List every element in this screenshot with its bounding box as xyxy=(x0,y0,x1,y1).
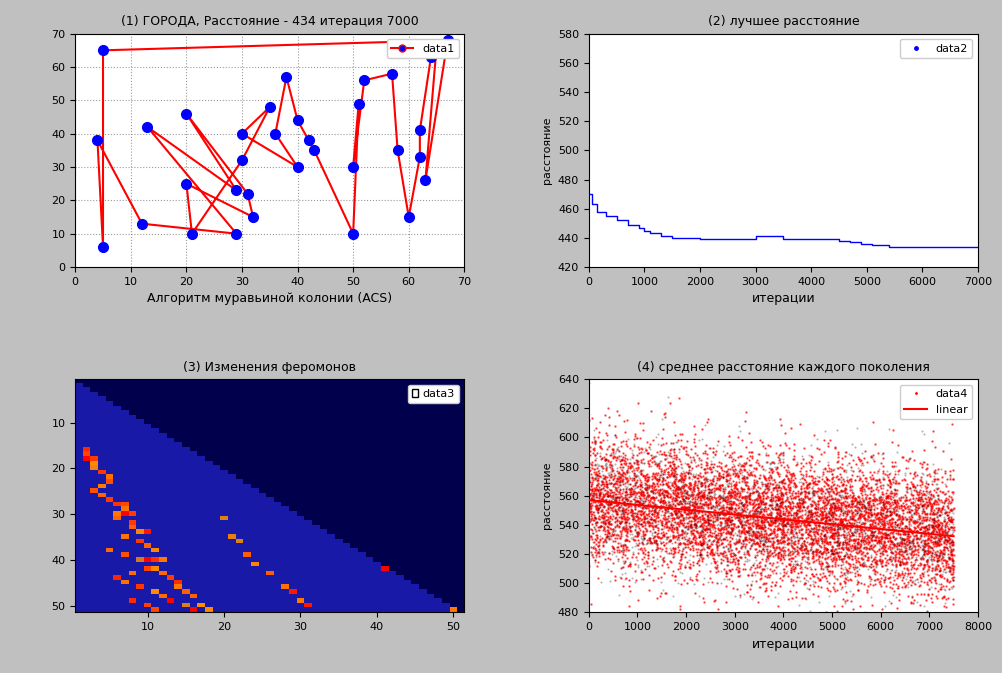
data1 xyxy=(430,43,442,51)
data1 xyxy=(441,36,453,44)
data1 xyxy=(292,116,304,125)
data1 xyxy=(292,163,304,171)
Y-axis label: расстояние: расстояние xyxy=(542,462,552,530)
data1 xyxy=(270,130,282,138)
data1 xyxy=(347,229,359,238)
data1 xyxy=(97,46,109,55)
data1 xyxy=(235,130,247,138)
Y-axis label: расстояние: расстояние xyxy=(542,116,552,184)
data1 xyxy=(391,146,403,154)
data1 xyxy=(414,153,426,161)
X-axis label: итерации: итерации xyxy=(750,638,815,651)
data1 xyxy=(403,213,415,221)
X-axis label: итерации: итерации xyxy=(750,292,815,306)
data1 xyxy=(97,46,109,55)
Title: (1) ГОРОДА, Расстояние - 434 итерация 7000: (1) ГОРОДА, Расстояние - 434 итерация 70… xyxy=(121,15,418,28)
data1 xyxy=(425,53,437,61)
data1 xyxy=(230,229,242,238)
data1 xyxy=(235,156,247,164)
data1 xyxy=(230,186,242,194)
data1 xyxy=(308,146,320,154)
data1 xyxy=(419,176,431,184)
data1 xyxy=(353,100,365,108)
data1 xyxy=(358,76,370,84)
Legend: data4, linear: data4, linear xyxy=(899,384,971,419)
data1 xyxy=(185,229,197,238)
Legend: data1: data1 xyxy=(386,39,458,58)
data1 xyxy=(347,163,359,171)
data1 xyxy=(303,137,315,145)
data1 xyxy=(281,73,293,81)
data1 xyxy=(141,123,153,131)
data1 xyxy=(180,180,192,188)
data1 xyxy=(180,110,192,118)
Title: (2) лучшее расстояние: (2) лучшее расстояние xyxy=(706,15,859,28)
data1 xyxy=(91,137,103,145)
data1 xyxy=(241,190,254,198)
Title: (3) Изменения феромонов: (3) Изменения феромонов xyxy=(183,361,356,374)
Title: (4) среднее расстояние каждого поколения: (4) среднее расстояние каждого поколения xyxy=(636,361,929,374)
X-axis label: Алгоритм муравьиной колонии (ACS): Алгоритм муравьиной колонии (ACS) xyxy=(147,292,392,306)
data1 xyxy=(97,243,109,251)
Line: data1: data1 xyxy=(97,40,447,247)
data1 xyxy=(414,127,426,135)
data1 xyxy=(246,213,259,221)
Legend: data2: data2 xyxy=(899,39,971,58)
data1 xyxy=(386,69,398,77)
data1 xyxy=(264,103,276,111)
Legend: data3: data3 xyxy=(407,384,458,404)
data1 xyxy=(136,219,148,227)
